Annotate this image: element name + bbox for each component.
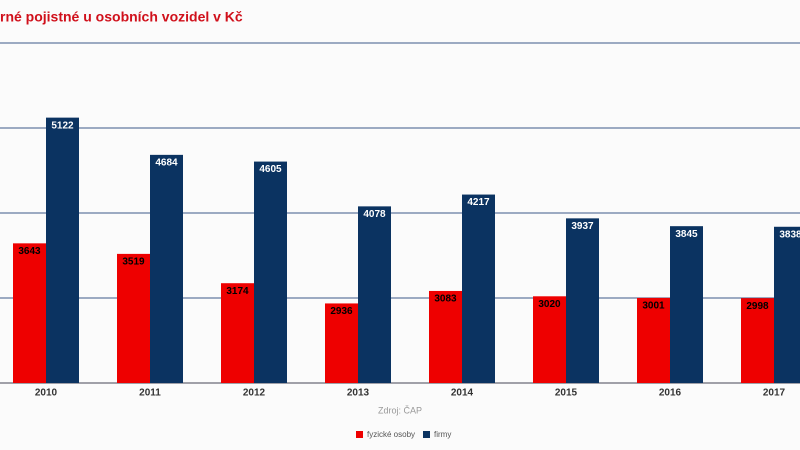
bar — [741, 298, 774, 383]
x-tick-label: 2013 — [347, 388, 370, 399]
data-label: 2936 — [330, 306, 353, 317]
bar — [533, 296, 566, 383]
data-label: 3174 — [226, 286, 249, 297]
x-tick-label: 2016 — [659, 388, 682, 399]
bar — [566, 218, 599, 383]
bar — [117, 253, 150, 383]
data-label: 4217 — [467, 197, 490, 208]
legend-swatch — [356, 431, 363, 438]
x-tick-label: 2011 — [139, 388, 161, 399]
data-label: 3838 — [779, 229, 800, 240]
bar — [325, 303, 358, 383]
x-tick-label: 2017 — [763, 388, 786, 399]
bar — [150, 154, 183, 383]
data-label: 2998 — [746, 301, 769, 312]
bar — [358, 206, 391, 383]
data-label: 3845 — [675, 229, 698, 240]
bar — [462, 194, 495, 383]
bar — [429, 290, 462, 383]
bar — [670, 226, 703, 383]
source: Zdroj: ČAP — [378, 405, 422, 415]
data-label: 3937 — [571, 221, 594, 232]
data-label: 3519 — [122, 257, 145, 268]
bar — [254, 161, 287, 383]
x-tick-label: 2012 — [243, 388, 266, 399]
data-label: 4684 — [155, 158, 178, 169]
data-label: 5122 — [51, 120, 74, 131]
data-label: 3643 — [18, 246, 41, 257]
data-label: 3020 — [538, 299, 561, 310]
legend-label: firmy — [434, 430, 451, 439]
data-label: 4605 — [259, 164, 282, 175]
x-tick-label: 2010 — [35, 388, 58, 399]
chart-title: rné pojistné u osobních vozidel v Kč — [0, 9, 243, 25]
x-tick-label: 2014 — [451, 388, 474, 399]
bar — [46, 117, 79, 383]
bar — [221, 283, 254, 383]
data-label: 3001 — [642, 301, 665, 312]
bar — [13, 243, 46, 383]
legend-label: fyzické osoby — [367, 430, 415, 439]
data-label: 3083 — [434, 294, 457, 305]
data-label: 4078 — [363, 209, 386, 220]
x-tick-label: 2015 — [555, 388, 578, 399]
bar — [637, 297, 670, 383]
bar — [774, 226, 800, 383]
legend-swatch — [423, 431, 430, 438]
